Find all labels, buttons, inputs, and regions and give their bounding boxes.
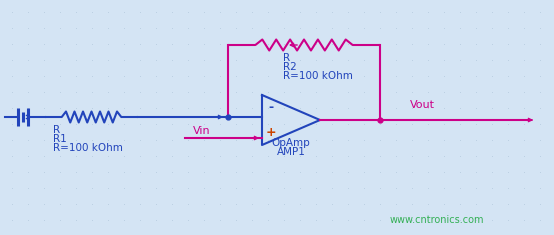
Text: Vout: Vout [410,100,435,110]
Text: AMP1: AMP1 [276,147,305,157]
Text: R1: R1 [53,134,66,144]
Text: R: R [283,53,290,63]
Text: -: - [269,102,274,114]
Text: OpAmp: OpAmp [271,138,310,148]
Text: +: + [266,125,276,138]
Text: Vin: Vin [193,126,211,136]
Text: R: R [53,125,60,135]
Text: R=100 kOhm: R=100 kOhm [53,143,123,153]
Text: R2: R2 [283,62,297,72]
Text: www.cntronics.com: www.cntronics.com [390,215,485,225]
Text: R=100 kOhm: R=100 kOhm [283,71,353,81]
